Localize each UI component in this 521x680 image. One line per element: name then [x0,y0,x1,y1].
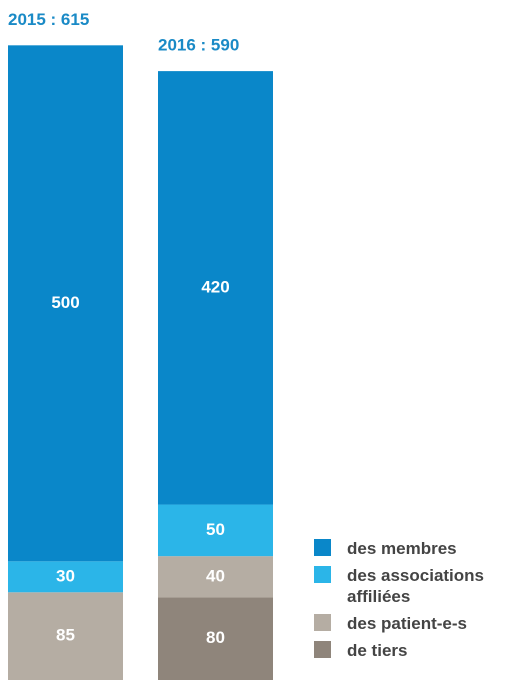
legend-label: de tiers [347,641,408,660]
bar-segment [158,597,273,680]
value-label: 420 [201,277,229,296]
bar-segment [158,556,273,598]
bar-segment [8,561,123,593]
legend-label: des associations affiliées [347,566,485,606]
total-label: 2015 : 615 [8,10,89,29]
bar-segment [158,504,273,557]
value-label: 30 [56,566,75,585]
legend-item: de tiers [314,640,519,661]
bar-segment [158,71,273,505]
legend-swatch [314,566,331,583]
value-label: 80 [206,628,225,647]
legend-swatch [314,539,331,556]
bar-segment [8,45,123,562]
legend: des membres des associations affiliées des… [314,538,519,667]
legend-swatch [314,614,331,631]
value-label: 500 [51,293,79,312]
legend-label: des patient-e-s [347,614,467,633]
value-label: 50 [206,520,225,539]
legend-item: des associations affiliées [314,565,519,607]
total-label: 2016 : 590 [158,36,239,55]
bar-segment [8,592,123,680]
legend-item: des membres [314,538,519,559]
value-label: 85 [56,626,75,645]
legend-item: des patient-e-s [314,613,519,634]
legend-swatch [314,641,331,658]
value-label: 40 [206,566,225,585]
legend-label: des membres [347,539,457,558]
